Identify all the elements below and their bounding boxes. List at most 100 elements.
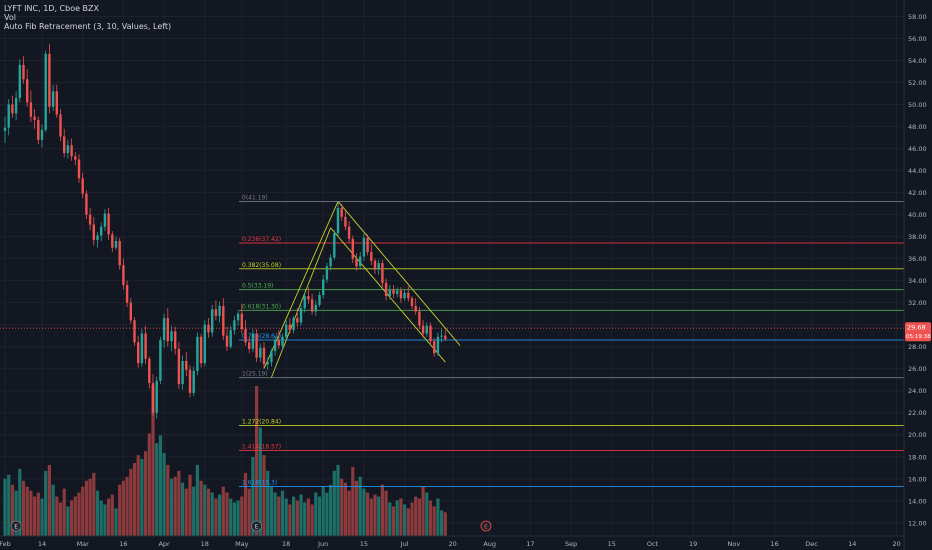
candle-body	[196, 336, 199, 371]
volume-bar	[66, 506, 70, 536]
candle-body	[273, 340, 277, 352]
volume-bar	[292, 496, 296, 536]
candle-body	[122, 265, 125, 286]
price-axis-tick: 52.00	[908, 79, 927, 87]
candle-body	[59, 114, 62, 137]
candlestick-series	[3, 44, 447, 419]
candle-body	[77, 159, 81, 179]
volume-bar	[99, 500, 103, 536]
candle-body	[244, 329, 247, 343]
volume-bar	[44, 470, 48, 536]
volume-bar	[269, 486, 273, 536]
volume-bar	[236, 500, 240, 536]
volume-bar	[70, 500, 74, 536]
volume-bar	[73, 496, 77, 536]
volume-bar	[410, 502, 414, 536]
fib-level-label: 0.236(37.42)	[242, 236, 281, 243]
candle-body	[51, 91, 55, 107]
price-axis-tick: 38.00	[908, 233, 927, 241]
volume-bar	[47, 464, 51, 536]
candle-body	[11, 104, 14, 114]
candle-body	[111, 234, 114, 248]
volume-bar	[181, 482, 185, 536]
candle-body	[3, 127, 7, 131]
candle-body	[410, 298, 414, 306]
fib-retracement-levels: 0(41.19) 0.236(37.42) 0.382(35.08) 0.5(33.1…	[239, 195, 904, 487]
candle-body	[325, 266, 329, 280]
price-axis-tick: 34.00	[908, 277, 927, 285]
volume-bar	[125, 476, 129, 536]
fib-level-label: 0(41.19)	[242, 195, 268, 202]
price-axis-tick: 44.00	[908, 167, 927, 175]
price-axis-tick: 16.00	[908, 475, 927, 483]
volume-bar	[432, 506, 436, 536]
earnings-marker	[251, 520, 263, 532]
volume-bar	[77, 492, 81, 536]
candle-body	[70, 145, 73, 157]
volume-bar	[140, 459, 144, 536]
volume-bar	[351, 466, 355, 536]
time-axis-tick: 16	[119, 540, 127, 548]
time-axis-tick: Dec	[805, 540, 818, 548]
volume-bar	[33, 496, 37, 536]
candle-body	[22, 64, 25, 80]
volume-bar	[362, 488, 366, 536]
time-axis-tick: Nov	[728, 540, 741, 548]
volume-bar	[166, 464, 170, 536]
candle-body	[429, 325, 432, 342]
volume-bar	[380, 484, 384, 536]
volume-bar	[36, 492, 40, 536]
volume-bar	[58, 502, 63, 536]
time-axis-tick: Mar	[77, 540, 90, 548]
time-axis-tick: Apr	[158, 540, 170, 548]
volume-bar	[288, 504, 292, 536]
candle-body	[399, 290, 403, 299]
volume-bar	[440, 510, 444, 536]
volume-bar	[192, 486, 196, 536]
volume-bar	[199, 480, 203, 536]
time-axis[interactable]: Feb 14 Mar 16 Apr 18 May 18 Jun 15 Jul 20 Aug 17 Sep 15…	[0, 535, 904, 548]
drawn-channel	[263, 201, 461, 378]
volume-bar	[195, 464, 199, 536]
candle-body	[129, 302, 132, 321]
candle-body	[240, 313, 243, 330]
price-axis-tick: 50.00	[908, 101, 927, 109]
volume-bar	[62, 488, 66, 536]
candle-body	[26, 79, 29, 103]
volume-bar	[321, 486, 325, 536]
candle-body	[177, 348, 181, 385]
candle-body	[225, 335, 229, 347]
candle-body	[96, 235, 99, 240]
volume-bar	[417, 498, 421, 536]
candle-body	[137, 342, 140, 364]
candle-body	[292, 318, 295, 331]
fib-level-label: 1.618(15.3)	[242, 479, 277, 486]
time-axis-tick: 14	[38, 540, 46, 548]
candle-body	[218, 305, 221, 316]
volume-bar	[203, 484, 207, 536]
candle-body	[296, 318, 299, 323]
volume-bar	[51, 484, 55, 536]
candle-body	[392, 289, 395, 294]
volume-bar	[144, 451, 148, 536]
candle-body	[7, 104, 10, 128]
candle-body	[299, 308, 303, 323]
volume-bar	[88, 478, 92, 536]
candle-body	[362, 237, 366, 257]
current-price-tag	[905, 322, 931, 342]
channel-line	[337, 201, 461, 346]
volume-bar	[314, 492, 318, 536]
volume-bar	[10, 484, 14, 536]
volume-bar	[247, 488, 251, 536]
price-axis[interactable]: 12.00 14.00 16.00 18.00 20.00 22.00 24.00 26.00…	[903, 0, 927, 550]
candle-body	[14, 97, 18, 114]
volume-bar	[299, 494, 303, 536]
volume-bar	[84, 480, 88, 536]
time-axis-tick: Jul	[400, 540, 409, 548]
volume-bar	[377, 496, 381, 536]
volume-bar	[443, 512, 447, 536]
candle-body	[384, 282, 388, 297]
volume-bar	[255, 386, 259, 536]
volume-bar	[92, 472, 96, 536]
